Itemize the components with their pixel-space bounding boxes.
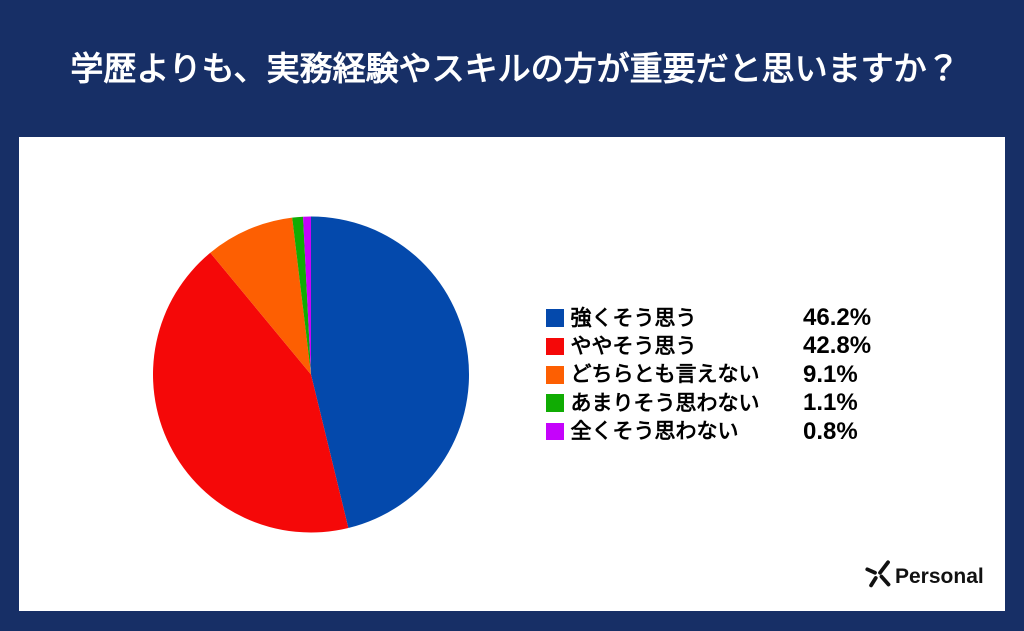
svg-text:Personal: Personal [895, 565, 984, 588]
